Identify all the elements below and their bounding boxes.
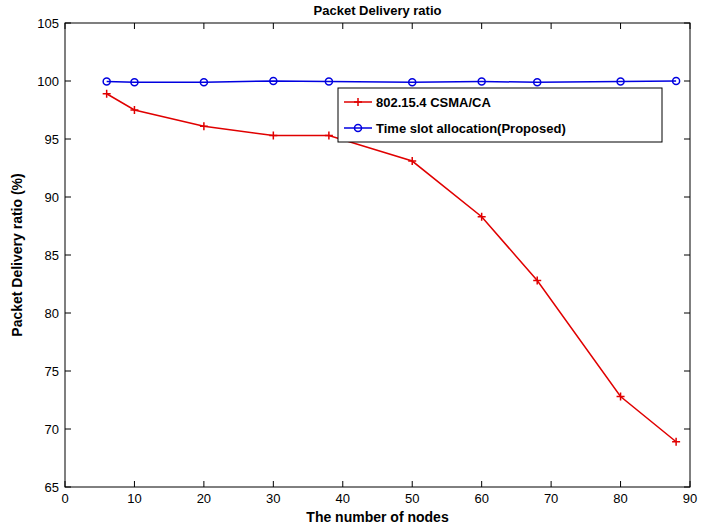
x-tick [342, 481, 343, 487]
y-tick-label: 90 [45, 190, 59, 205]
point [672, 438, 680, 446]
x-tick-label: 20 [197, 491, 211, 506]
point [103, 90, 111, 98]
x-tick-label: 80 [613, 491, 627, 506]
point [478, 78, 485, 85]
y-tick-label: 70 [45, 422, 59, 437]
point [270, 78, 277, 85]
x-tick [273, 481, 274, 487]
y-tick [65, 139, 71, 140]
ticks: 0 10 20 30 40 50 60 70 80 90 65 70 75 80 85 90 95 100 105 [37, 16, 697, 506]
series-line [107, 81, 676, 82]
legend-label: Time slot allocation(Proposed) [376, 121, 566, 136]
title: Packet Delivery ratio [314, 3, 442, 18]
point [533, 277, 541, 285]
point [131, 79, 138, 86]
point [409, 79, 416, 86]
y-tick-right [684, 371, 690, 372]
point [673, 78, 680, 85]
y-tick-label: 100 [37, 74, 59, 89]
point [408, 157, 416, 165]
x-tick [620, 481, 621, 487]
series-line [107, 94, 676, 442]
x-tick-top [203, 23, 204, 29]
y-tick [65, 429, 71, 430]
y-tick [65, 197, 71, 198]
y-tick [65, 255, 71, 256]
y-tick-label: 65 [45, 480, 59, 495]
x-tick-top [273, 23, 274, 29]
point [130, 106, 138, 114]
point [325, 78, 332, 85]
frame [65, 23, 690, 487]
x-tick-label: 90 [683, 491, 697, 506]
legend-box [338, 88, 662, 142]
legend-label: 802.15.4 CSMA/CA [376, 95, 491, 110]
x-tick [481, 481, 482, 487]
y-tick-label: 105 [37, 16, 59, 31]
legend-line [344, 127, 372, 129]
y-tick-label: 95 [45, 132, 59, 147]
point [617, 78, 624, 85]
x-tick-top [412, 23, 413, 29]
y-tick [65, 371, 71, 372]
y-tick [65, 81, 71, 82]
y-tick-right [684, 139, 690, 140]
x-tick-top [481, 23, 482, 29]
x-tick [551, 481, 552, 487]
x-tick [412, 481, 413, 487]
x-tick-top [551, 23, 552, 29]
point [478, 213, 486, 221]
y-tick-right [684, 255, 690, 256]
point [103, 78, 110, 85]
x-tick-label: 40 [336, 491, 350, 506]
x-tick [134, 481, 135, 487]
point [325, 132, 333, 140]
legend: 802.15.4 CSMA/CA Time slot allocation(Pro… [338, 88, 662, 142]
x-tick-label: 50 [405, 491, 419, 506]
y-tick [65, 313, 71, 314]
x-tick-label: 10 [127, 491, 141, 506]
point [200, 122, 208, 130]
x-tick-label: 30 [266, 491, 280, 506]
point [617, 393, 625, 401]
y-tick-right [684, 81, 690, 82]
x-axis-label: The number of nodes [306, 509, 449, 525]
y-tick-label: 80 [45, 306, 59, 321]
point [534, 79, 541, 86]
x-tick [203, 481, 204, 487]
y-tick-label: 75 [45, 364, 59, 379]
x-tick-top [620, 23, 621, 29]
y-tick-right [684, 197, 690, 198]
legend-marker [355, 125, 362, 132]
x-tick-top [134, 23, 135, 29]
x-tick-top [342, 23, 343, 29]
legend-marker [354, 98, 362, 106]
point [200, 79, 207, 86]
background [0, 0, 720, 528]
x-tick-label: 60 [474, 491, 488, 506]
x-tick-label: 70 [544, 491, 558, 506]
y-tick-right [684, 313, 690, 314]
y-tick-right [684, 429, 690, 430]
point [269, 132, 277, 140]
x-tick-label: 0 [61, 491, 68, 506]
plot-area [65, 23, 690, 487]
chart: Packet Delivery ratio The number of nodes… [0, 0, 720, 528]
y-axis-label: Packet Delivery ratio (%) [9, 173, 25, 336]
y-tick-label: 85 [45, 248, 59, 263]
plot-marks [103, 78, 680, 446]
